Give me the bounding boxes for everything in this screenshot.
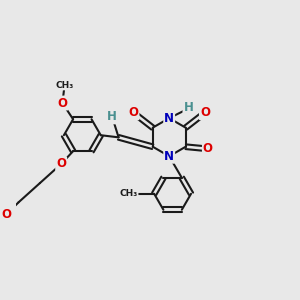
Text: H: H xyxy=(184,101,193,114)
Text: O: O xyxy=(2,208,12,221)
Text: O: O xyxy=(128,106,139,119)
Text: CH₃: CH₃ xyxy=(56,81,74,90)
Text: O: O xyxy=(203,142,213,155)
Text: CH₃: CH₃ xyxy=(119,189,138,198)
Text: O: O xyxy=(200,106,210,119)
Text: O: O xyxy=(57,97,68,110)
Text: O: O xyxy=(56,158,66,170)
Text: N: N xyxy=(164,112,174,125)
Text: H: H xyxy=(107,110,117,123)
Text: N: N xyxy=(164,150,174,163)
